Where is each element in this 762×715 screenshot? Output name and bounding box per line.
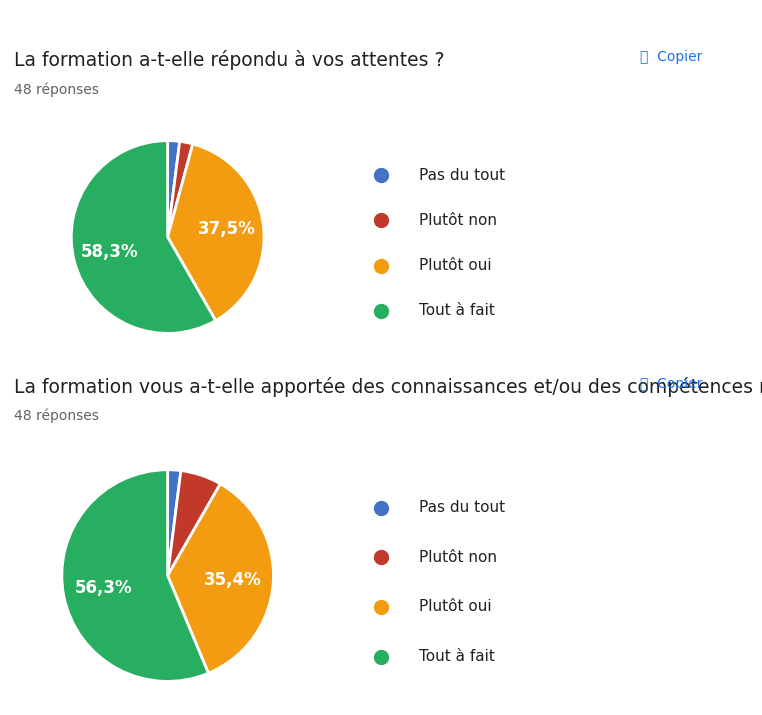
Text: La formation a-t-elle répondu à vos attentes ?: La formation a-t-elle répondu à vos atte… <box>14 50 444 70</box>
Wedge shape <box>168 144 264 320</box>
Wedge shape <box>168 470 181 576</box>
Text: La formation vous a-t-elle apportée des connaissances et/ou des compétences nouv: La formation vous a-t-elle apportée des … <box>14 377 762 397</box>
Text: Tout à fait: Tout à fait <box>419 303 495 318</box>
Text: 48 réponses: 48 réponses <box>14 409 98 423</box>
Text: 58,3%: 58,3% <box>81 243 139 262</box>
Text: Plutôt oui: Plutôt oui <box>419 599 491 614</box>
Wedge shape <box>62 470 209 681</box>
Wedge shape <box>168 484 274 674</box>
Text: Pas du tout: Pas du tout <box>419 500 505 516</box>
Text: Tout à fait: Tout à fait <box>419 649 495 664</box>
Text: ⎘  Copier: ⎘ Copier <box>640 50 703 64</box>
Text: 37,5%: 37,5% <box>198 220 256 238</box>
Text: ⎘  Copier: ⎘ Copier <box>640 377 703 391</box>
Text: Pas du tout: Pas du tout <box>419 168 505 183</box>
Text: Formation FEEBAT VENTILATION PERFORMANTE - Votre conclusion: Formation FEEBAT VENTILATION PERFORMANTE… <box>11 14 580 28</box>
Text: 48 réponses: 48 réponses <box>14 82 98 97</box>
Text: Plutôt non: Plutôt non <box>419 213 497 228</box>
Text: Plutôt non: Plutôt non <box>419 550 497 565</box>
Wedge shape <box>168 470 220 576</box>
Wedge shape <box>72 141 216 333</box>
Wedge shape <box>168 142 193 237</box>
Wedge shape <box>168 141 180 237</box>
Text: 35,4%: 35,4% <box>204 571 262 588</box>
Text: 56,3%: 56,3% <box>75 579 132 598</box>
Text: Plutôt oui: Plutôt oui <box>419 258 491 273</box>
